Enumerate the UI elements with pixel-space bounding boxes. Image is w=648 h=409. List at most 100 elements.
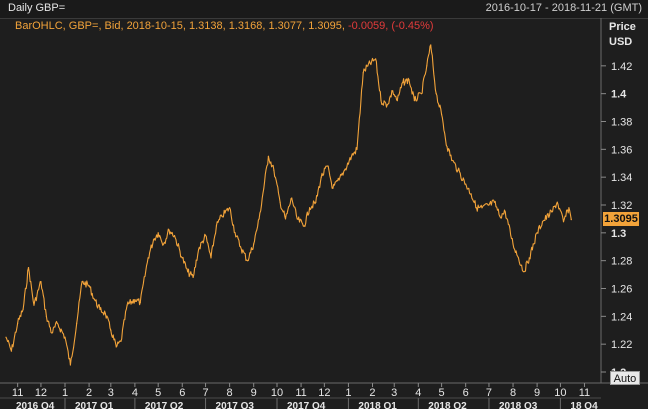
data-point bbox=[104, 312, 106, 315]
chart-title: Daily GBP= bbox=[8, 2, 66, 14]
data-point bbox=[192, 276, 194, 278]
x-tick-label: 8 bbox=[227, 387, 233, 399]
data-point bbox=[56, 322, 58, 324]
data-point bbox=[451, 159, 454, 162]
data-point bbox=[40, 280, 42, 283]
data-point bbox=[157, 232, 159, 234]
data-point bbox=[110, 329, 112, 331]
data-point bbox=[10, 350, 13, 352]
price-axis-label: Price bbox=[609, 21, 636, 33]
data-point bbox=[88, 285, 90, 287]
data-point bbox=[362, 72, 364, 74]
data-point bbox=[22, 308, 24, 310]
data-point bbox=[408, 79, 410, 81]
date-range: 2016-10-17 - 2018-11-21 (GMT) bbox=[485, 2, 642, 14]
data-point bbox=[120, 340, 122, 342]
data-point bbox=[69, 364, 72, 366]
data-point bbox=[204, 235, 207, 237]
auto-scale-button[interactable]: Auto bbox=[610, 371, 640, 385]
data-point bbox=[221, 215, 223, 217]
data-point bbox=[493, 201, 495, 203]
data-point bbox=[551, 211, 553, 213]
data-point bbox=[413, 100, 416, 102]
x-tick-label: 3 bbox=[391, 387, 397, 399]
x-tick-label: 10 bbox=[271, 387, 283, 399]
quarter-label: 2017 Q2 bbox=[145, 401, 184, 409]
data-point bbox=[126, 304, 128, 306]
data-point bbox=[396, 100, 398, 102]
y-tick-label: 1.32 bbox=[611, 200, 632, 212]
data-point bbox=[279, 201, 281, 203]
data-point bbox=[181, 257, 183, 259]
data-point bbox=[81, 280, 83, 283]
quarter-axis: 2016 Q4 2017 Q1 2017 Q2 2017 Q3 2017 Q4 2018 … bbox=[16, 398, 598, 409]
series-line-gbp bbox=[5, 44, 572, 366]
data-point bbox=[210, 257, 212, 259]
data-point bbox=[343, 169, 346, 171]
data-point bbox=[45, 315, 47, 317]
x-tick-label: 11 bbox=[579, 387, 590, 399]
data-point bbox=[541, 221, 544, 223]
data-point bbox=[380, 100, 382, 102]
data-point bbox=[246, 260, 249, 262]
data-point bbox=[17, 322, 19, 324]
data-point bbox=[320, 176, 322, 178]
y-tick-label: 1.42 bbox=[611, 61, 632, 73]
x-tick-label: 5 bbox=[439, 387, 445, 399]
data-point bbox=[488, 204, 490, 206]
data-point bbox=[99, 308, 101, 310]
data-point bbox=[27, 267, 30, 269]
last-price-marker: 1.3095 bbox=[603, 212, 639, 226]
series-group bbox=[5, 44, 572, 366]
data-point bbox=[303, 225, 305, 227]
data-point bbox=[470, 193, 472, 195]
data-point bbox=[430, 44, 432, 46]
x-tick-label: 11 bbox=[295, 387, 306, 399]
data-point bbox=[475, 207, 478, 209]
data-point bbox=[499, 215, 501, 217]
data-point bbox=[441, 113, 443, 116]
x-tick-label: 2 bbox=[86, 387, 92, 399]
data-point bbox=[229, 207, 231, 209]
data-point bbox=[273, 169, 275, 171]
x-tick-label: 9 bbox=[251, 387, 257, 399]
y-tick-label: 1.4 bbox=[611, 89, 627, 101]
x-axis: 11 12 1 2 3 4 5 6 7 8 9 10 11 12 1 2 3 4 5 6 7 8 9 10 11 bbox=[12, 383, 590, 399]
data-point bbox=[512, 243, 514, 245]
x-tick-label: 10 bbox=[554, 387, 566, 399]
data-point bbox=[168, 229, 170, 231]
data-point bbox=[51, 332, 53, 334]
data-point bbox=[392, 90, 394, 92]
x-tick-label: 8 bbox=[510, 387, 516, 399]
x-tick-label: 1 bbox=[345, 387, 351, 399]
data-point bbox=[556, 201, 558, 203]
data-point bbox=[134, 299, 136, 301]
y-tick-label: 1.24 bbox=[611, 311, 632, 323]
data-point bbox=[315, 201, 317, 203]
y-tick-label: 1.36 bbox=[611, 144, 632, 156]
data-point bbox=[309, 207, 311, 209]
x-tick-label: 6 bbox=[179, 387, 185, 399]
legend-ohlc-text: BarOHLC, GBP=, Bid, 2018-10-15, 1.3138, … bbox=[15, 20, 345, 32]
data-point bbox=[504, 211, 506, 213]
x-tick-label: 3 bbox=[108, 387, 114, 399]
data-point bbox=[139, 301, 141, 304]
data-point bbox=[326, 165, 329, 167]
data-point bbox=[239, 246, 242, 248]
data-point bbox=[426, 65, 428, 67]
data-point bbox=[215, 225, 218, 227]
data-point bbox=[367, 65, 369, 67]
y-tick-label: 1.26 bbox=[611, 284, 632, 296]
data-point bbox=[568, 207, 570, 209]
quarter-label: 2016 Q4 bbox=[16, 401, 55, 409]
data-point bbox=[562, 221, 565, 223]
x-tick-label: 9 bbox=[534, 387, 540, 399]
data-point bbox=[350, 155, 353, 157]
data-point bbox=[187, 271, 189, 273]
quarter-label: 2017 Q1 bbox=[75, 401, 114, 409]
data-point bbox=[457, 169, 459, 171]
data-point bbox=[76, 322, 78, 324]
data-point bbox=[528, 257, 530, 259]
